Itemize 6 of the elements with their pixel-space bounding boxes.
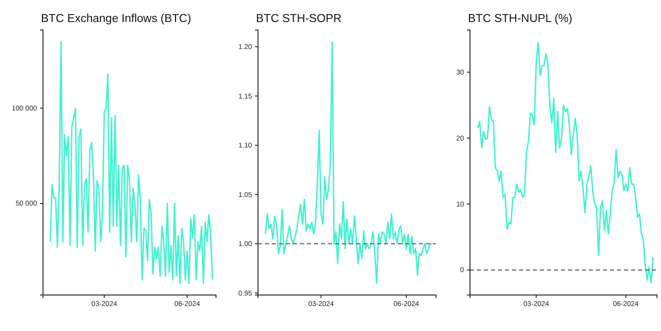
line-series [264,41,433,284]
chart-title: BTC STH-NUPL (%) [468,13,573,25]
chart-title: BTC Exchange Inflows (BTC) [41,13,192,25]
chart-title: BTC STH-SOPR [256,13,342,25]
line-series [477,42,654,284]
line-series [50,40,214,284]
